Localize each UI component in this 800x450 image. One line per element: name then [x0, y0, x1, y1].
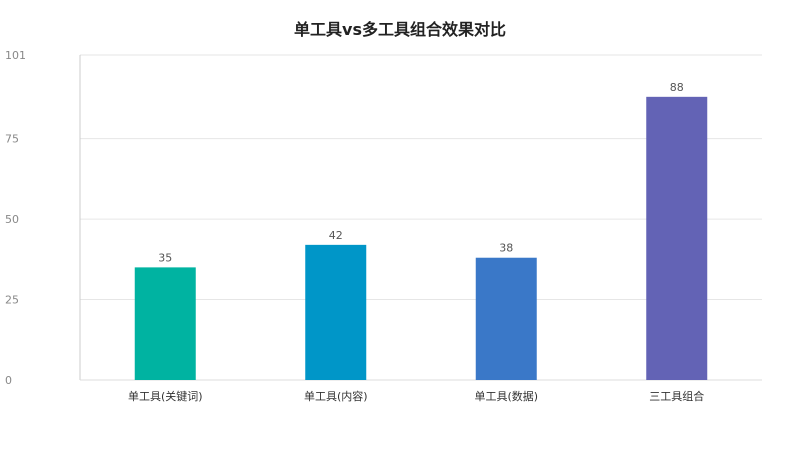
x-category-label: 单工具(数据): [474, 389, 538, 403]
bar: [134, 267, 196, 380]
bars: [134, 96, 708, 381]
y-axis-ticks: 0 25 50 75 101: [5, 49, 26, 387]
bar: [475, 257, 537, 380]
y-tick-label: 50: [5, 213, 19, 226]
x-category-label: 单工具(关键词): [128, 389, 203, 403]
y-tick-label: 101: [5, 49, 26, 62]
bar-value-label: 38: [499, 242, 513, 255]
bar-value-label: 88: [670, 81, 684, 94]
y-tick-label: 25: [5, 294, 19, 307]
x-category-label: 单工具(内容): [304, 389, 368, 403]
bar-value-label: 35: [158, 251, 172, 264]
bar: [646, 96, 708, 381]
bar: [305, 244, 367, 380]
x-axis-categories: 单工具(关键词) 单工具(内容) 单工具(数据) 三工具组合: [128, 389, 704, 403]
data-labels: 35 42 38 88: [158, 81, 684, 265]
x-category-label: 三工具组合: [649, 389, 704, 403]
chart-title: 单工具vs多工具组合效果对比: [294, 20, 506, 39]
y-tick-label: 75: [5, 133, 19, 146]
bar-value-label: 42: [329, 229, 343, 242]
y-tick-label: 0: [5, 374, 12, 387]
